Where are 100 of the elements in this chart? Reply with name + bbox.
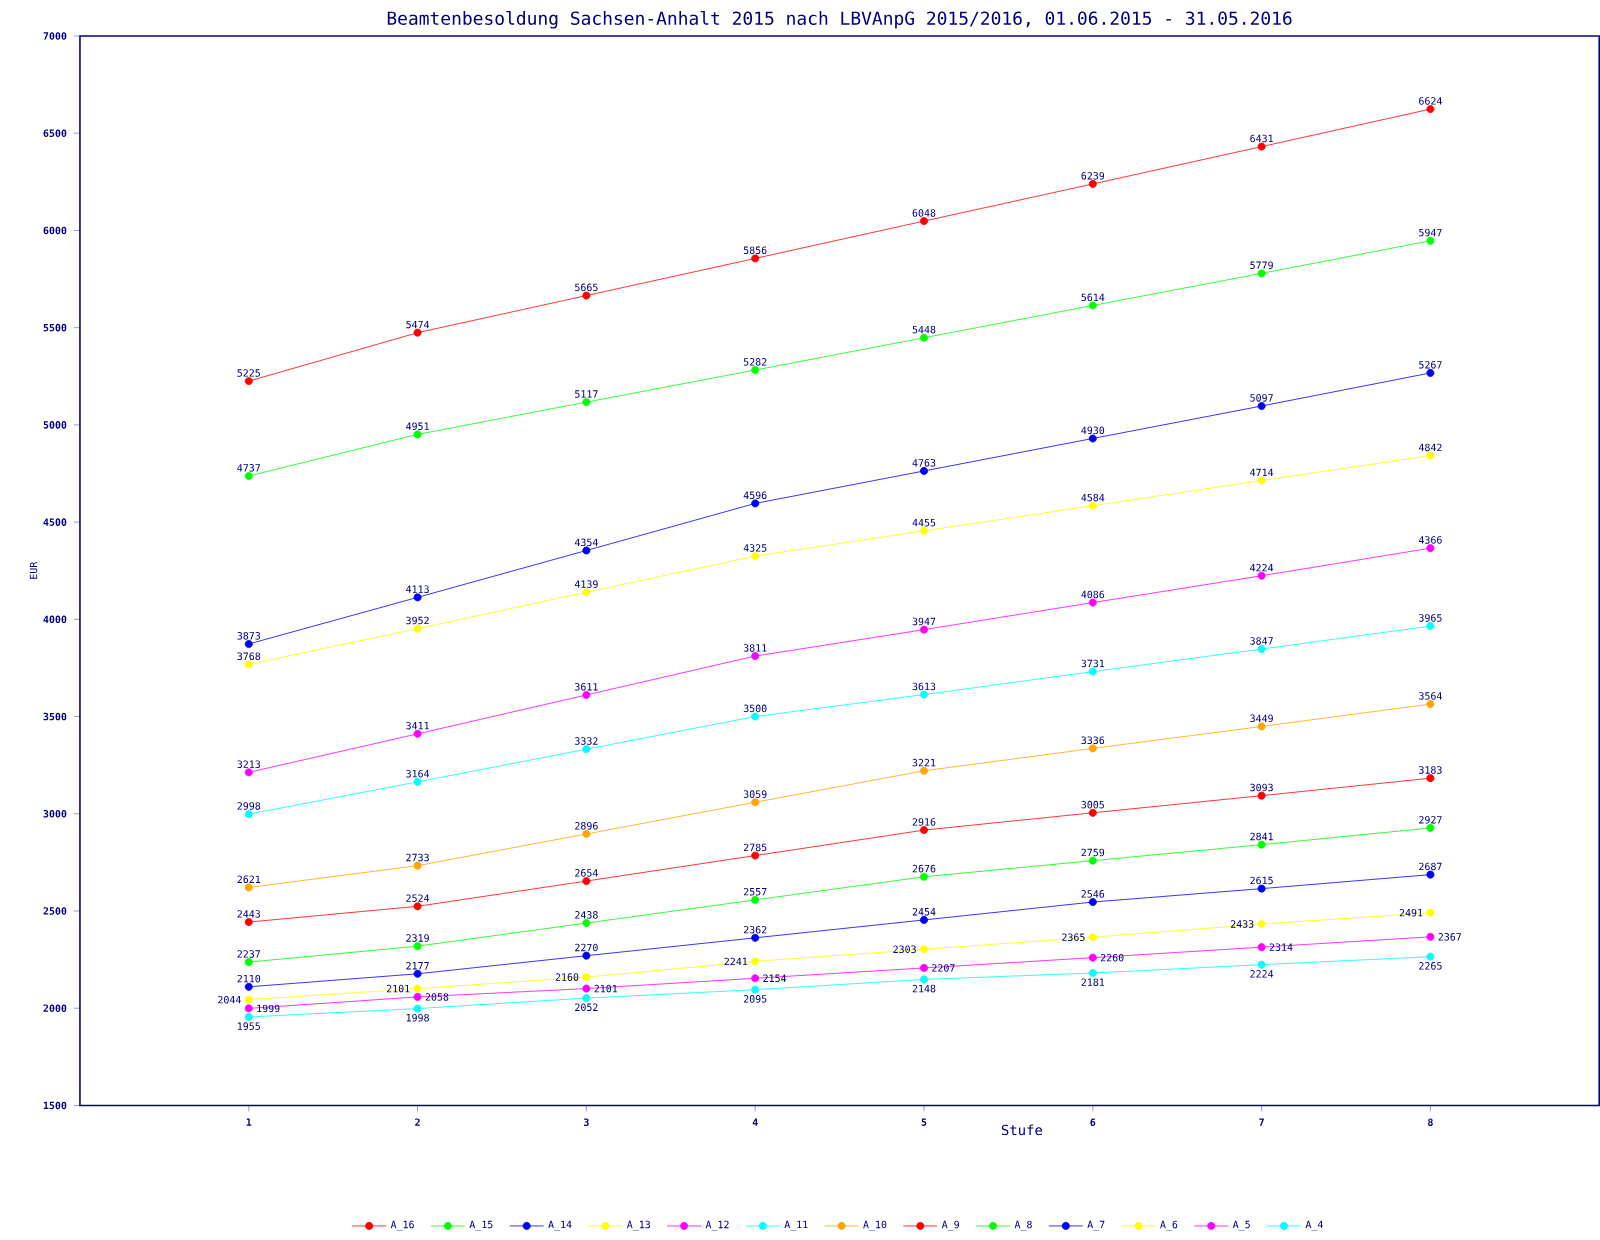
point	[920, 945, 928, 954]
point	[244, 472, 253, 481]
point	[920, 916, 928, 925]
point	[1426, 105, 1435, 114]
point	[244, 660, 253, 669]
point	[244, 1004, 253, 1013]
point	[413, 625, 422, 634]
point	[1088, 180, 1097, 189]
point	[1257, 885, 1266, 894]
point	[582, 919, 591, 928]
point	[1088, 668, 1097, 677]
point	[1257, 920, 1266, 929]
point	[751, 366, 760, 375]
point	[1257, 645, 1266, 654]
point	[1257, 572, 1266, 581]
point	[751, 934, 760, 943]
point	[244, 983, 253, 992]
point	[920, 334, 928, 343]
point	[1426, 237, 1435, 246]
point	[1088, 898, 1097, 907]
point	[413, 730, 422, 739]
point	[413, 430, 422, 439]
point	[751, 798, 760, 807]
point	[244, 996, 253, 1005]
point	[751, 499, 760, 508]
point	[1426, 953, 1435, 962]
point	[244, 810, 253, 819]
point	[244, 883, 253, 892]
point	[413, 329, 422, 338]
point	[1257, 402, 1266, 411]
point	[244, 918, 253, 927]
point	[582, 745, 591, 754]
point	[751, 852, 760, 860]
chart-title: Beamtenbesoldung Sachsen-Anhalt 2015 nach LBVAnpG 2015/2016, 01.06.2015 - 31.05.2016	[387, 11, 1292, 30]
point	[1088, 301, 1097, 310]
point	[1088, 809, 1097, 818]
point	[413, 862, 422, 871]
point	[1426, 700, 1435, 709]
point	[582, 973, 591, 982]
point	[1426, 622, 1435, 631]
point	[1257, 143, 1266, 152]
point	[1088, 744, 1097, 753]
point	[751, 896, 760, 905]
point	[582, 292, 591, 300]
point	[1088, 599, 1097, 608]
point	[920, 767, 928, 776]
point	[244, 1013, 253, 1022]
point	[582, 546, 591, 555]
point	[1426, 774, 1435, 783]
point	[1426, 544, 1435, 553]
point	[413, 942, 422, 951]
point	[244, 640, 253, 649]
point	[1426, 824, 1435, 833]
point	[1257, 792, 1266, 801]
point	[751, 552, 760, 561]
point	[582, 985, 591, 994]
point	[920, 691, 928, 700]
point	[1257, 269, 1266, 278]
point	[920, 975, 928, 984]
point	[244, 958, 253, 967]
point	[413, 778, 422, 787]
point	[1088, 434, 1097, 443]
point	[582, 830, 591, 839]
point	[1426, 909, 1435, 918]
point	[582, 398, 591, 407]
point	[920, 626, 928, 635]
point	[582, 994, 591, 1003]
point	[413, 985, 422, 994]
point	[751, 986, 760, 995]
point	[244, 768, 253, 777]
point	[413, 993, 422, 1002]
point	[1088, 969, 1097, 978]
point	[582, 691, 591, 700]
point	[920, 826, 928, 835]
point	[751, 974, 760, 983]
point	[751, 652, 760, 661]
point	[413, 1005, 422, 1014]
point	[582, 588, 591, 597]
point	[413, 902, 422, 911]
point	[413, 593, 422, 602]
point	[1426, 871, 1435, 880]
point	[1257, 722, 1266, 731]
point	[1257, 961, 1266, 970]
point	[920, 467, 928, 476]
point	[1088, 933, 1097, 942]
point	[1257, 476, 1266, 485]
point	[1257, 841, 1266, 850]
point	[244, 377, 253, 386]
point	[751, 254, 760, 263]
point	[1088, 954, 1097, 963]
point	[1426, 933, 1435, 942]
point	[1426, 452, 1435, 461]
point	[920, 873, 928, 882]
point	[582, 952, 591, 961]
point	[920, 964, 928, 973]
point	[920, 527, 928, 536]
point	[1257, 943, 1266, 952]
point	[920, 217, 928, 226]
point	[1088, 857, 1097, 866]
point	[1088, 502, 1097, 511]
